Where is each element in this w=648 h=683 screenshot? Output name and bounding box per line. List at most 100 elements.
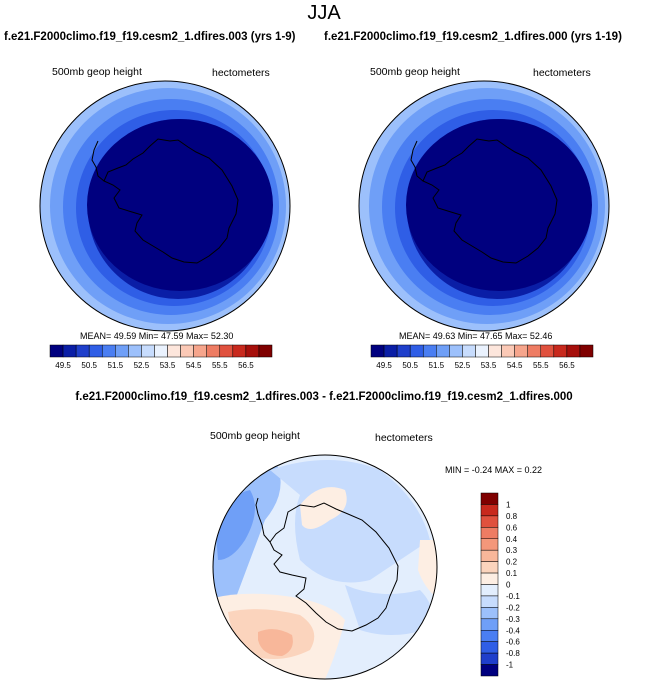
panel-1-colorbar-swatch (75, 344, 90, 358)
difference-colorbar-swatch (480, 641, 499, 654)
difference-region-positive (300, 487, 347, 529)
panel-2-core (406, 119, 592, 291)
difference-colorbar-swatch (480, 618, 499, 631)
panel-2-antarctica (422, 138, 558, 264)
panel-1-colorbar: 49.5 50.5 51.5 52.5 53.5 54.5 55.5 56.5 (49, 344, 273, 370)
panel-2-colorbar-swatch (409, 344, 424, 358)
difference-colorbar-tick-label: 0.8 (506, 512, 518, 521)
panel-1-colorbar-swatch (180, 344, 194, 358)
difference-peninsula (255, 497, 271, 543)
panel-1-colorbar-swatch (141, 344, 155, 358)
difference-colorbar-tick-label: 0.6 (506, 523, 518, 532)
difference-colorbar-tick-label: 0 (506, 581, 511, 590)
difference-antarctica (269, 502, 399, 632)
panel-1-colorbar-tick-label: 49.5 (55, 361, 71, 370)
difference-map (213, 455, 437, 679)
difference-colorbar-swatch (480, 561, 499, 574)
panel-1-units: hectometers (212, 67, 270, 79)
panel-2-colorbar-swatch (488, 344, 502, 358)
panel-2-colorbar-tick-label: 49.5 (376, 361, 392, 370)
panel-1-colorbar-swatch (258, 344, 273, 358)
difference-region-negative (345, 585, 432, 635)
panel-2-colorbar-swatch (462, 344, 476, 358)
panel-1-colorbar-tick-label: 53.5 (160, 361, 176, 370)
panel-1-colorbar-tick-label: 52.5 (134, 361, 150, 370)
difference-colorbar-tick-label: -1 (506, 661, 514, 670)
panel-1-colorbar-swatch (49, 344, 64, 358)
difference-colorbar-swatch (480, 607, 499, 620)
panel-2-colorbar-swatch (422, 344, 437, 358)
panel-1-antarctica (103, 138, 239, 264)
panel-2-colorbar-swatch (540, 344, 555, 358)
difference-colorbar-tick-label: 0.3 (506, 546, 518, 555)
panel-1-colorbar-tick-label: 56.5 (238, 361, 254, 370)
panel-1-colorbar-tick-label: 50.5 (81, 361, 97, 370)
panel-2-colorbar-swatch (501, 344, 515, 358)
difference-colorbar: 1 0.8 0.6 0.4 0.3 0.2 0.1 0 -0.1 -0.2 -0.3 -0.4 -0.6… (480, 492, 520, 677)
panel-2-colorbar-tick-label: 50.5 (402, 361, 418, 370)
panel-1-colorbar-swatch (115, 344, 129, 358)
panel-2-colorbar-swatch (527, 344, 542, 358)
difference-variable: 500mb geop height (210, 430, 300, 442)
difference-colorbar-tick-label: -0.6 (506, 638, 520, 647)
difference-title: f.e21.F2000climo.f19_f19.cesm2_1.dfires.… (75, 391, 573, 403)
panel-1-title: f.e21.F2000climo.f19_f19.cesm2_1.dfires.… (4, 31, 296, 43)
panel-2-units: hectometers (533, 67, 591, 79)
difference-border (212, 454, 438, 680)
difference-colorbar-swatch (480, 584, 499, 597)
panel-1-map (40, 81, 290, 331)
panel-2-peninsula (410, 140, 424, 182)
panel-1-colorbar-tick-label: 51.5 (108, 361, 124, 370)
difference-units: hectometers (375, 432, 433, 444)
panel-2-colorbar-swatch (370, 344, 385, 358)
panel-1-colorbar-swatch (128, 344, 142, 358)
season-title: JJA (307, 2, 341, 24)
panel-2-colorbar-tick-label: 56.5 (559, 361, 575, 370)
panel-1-core (87, 119, 273, 291)
panel-2-colorbar-swatch (475, 344, 489, 358)
panel-1-colorbar-swatch (154, 344, 168, 358)
difference-colorbar-tick-label: -0.2 (506, 603, 520, 612)
panel-2-colorbar-swatch (396, 344, 411, 358)
difference-colorbar-tick-label: 1 (506, 500, 511, 509)
difference-colorbar-swatch (480, 538, 499, 551)
panel-1-colorbar-swatch (219, 344, 234, 358)
panel-2-border (358, 80, 610, 332)
panel-1-colorbar-tick-label: 54.5 (186, 361, 202, 370)
panel-2-map (359, 81, 609, 331)
difference-colorbar-swatch (480, 572, 499, 585)
difference-colorbar-tick-label: -0.4 (506, 626, 520, 635)
difference-colorbar-swatch (480, 515, 499, 528)
difference-colorbar-swatch (480, 664, 499, 677)
panel-1-colorbar-swatch (206, 344, 221, 358)
panel-2-colorbar-tick-label: 55.5 (533, 361, 549, 370)
difference-colorbar-swatch (480, 652, 499, 665)
panel-2-colorbar-tick-label: 52.5 (455, 361, 471, 370)
panel-2-colorbar-tick-label: 53.5 (481, 361, 497, 370)
difference-colorbar-tick-label: 0.2 (506, 558, 518, 567)
difference-colorbar-swatch (480, 630, 499, 642)
difference-region-positive (258, 629, 293, 656)
difference-colorbar-swatch (480, 595, 499, 608)
panel-2-title: f.e21.F2000climo.f19_f19.cesm2_1.dfires.… (324, 31, 622, 43)
difference-colorbar-tick-label: 0.4 (506, 535, 518, 544)
difference-colorbar-tick-label: -0.8 (506, 649, 520, 658)
panel-2-colorbar-swatch (553, 344, 568, 358)
difference-colorbar-tick-label: -0.3 (506, 615, 520, 624)
difference-region-negative (270, 460, 430, 583)
difference-colorbar-swatch (480, 549, 499, 562)
panel-1-stats: MEAN= 49.59 Min= 47.59 Max= 52.30 (80, 331, 234, 341)
difference-colorbar-tick-label: 0.1 (506, 569, 518, 578)
panel-2-colorbar-swatch (449, 344, 463, 358)
difference-stats: MIN = -0.24 MAX = 0.22 (445, 465, 543, 475)
panel-1-colorbar-swatch (193, 344, 207, 358)
panel-1-peninsula (91, 140, 105, 182)
panel-2-colorbar: 49.5 50.5 51.5 52.5 53.5 54.5 55.5 56.5 (370, 344, 594, 370)
panel-1-variable: 500mb geop height (52, 66, 142, 78)
panel-2-stats: MEAN= 49.63 Min= 47.65 Max= 52.46 (399, 331, 553, 341)
panel-2-colorbar-swatch (383, 344, 398, 358)
panel-2-colorbar-swatch (514, 344, 528, 358)
panel-2-colorbar-swatch (436, 344, 450, 358)
panel-1-border (39, 80, 291, 332)
